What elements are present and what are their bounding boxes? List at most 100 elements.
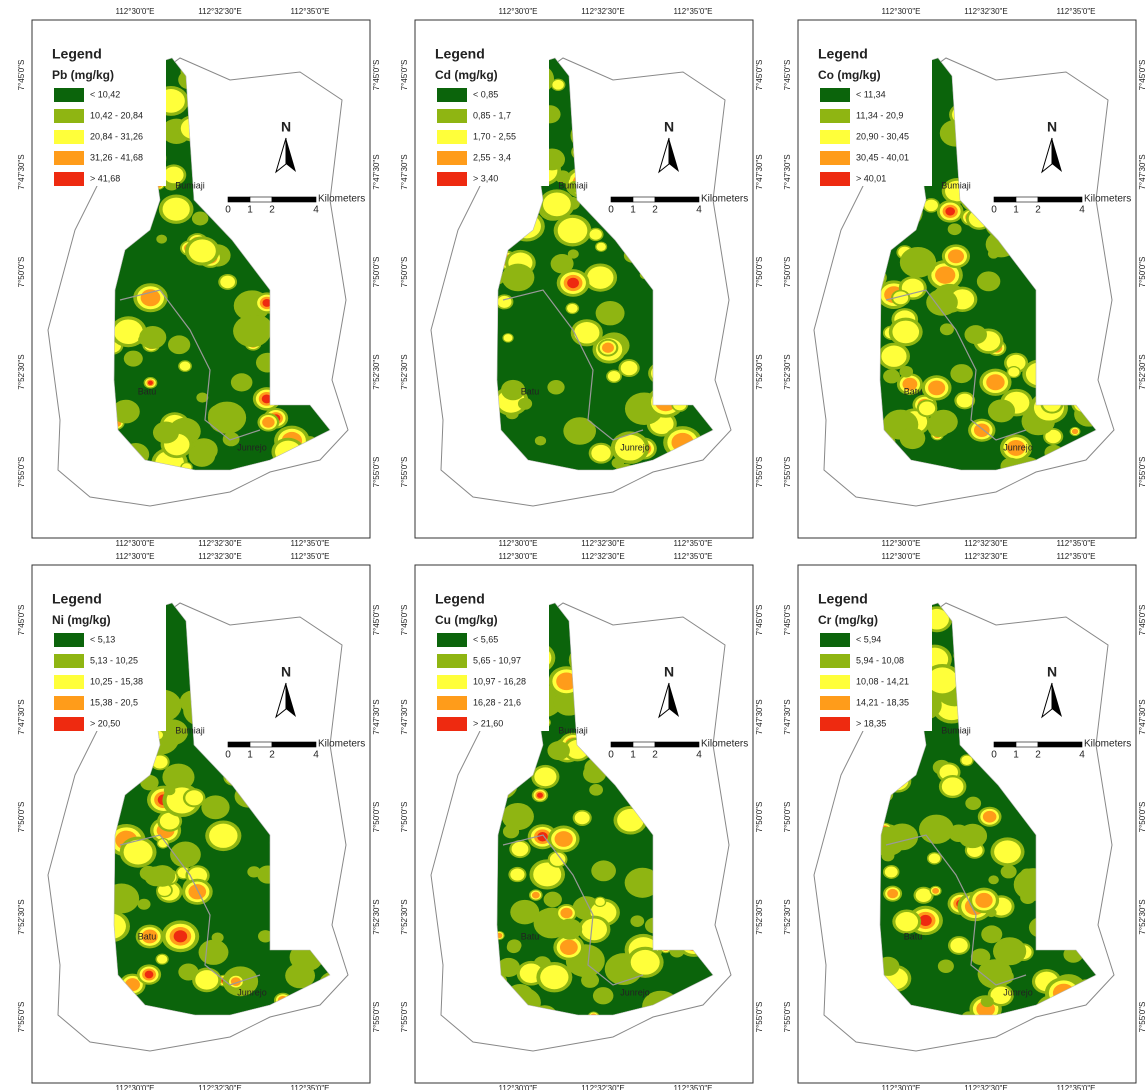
class-patch: [986, 374, 1004, 390]
longitude-label: 112°30'0"E: [115, 7, 154, 16]
class-patch: [589, 784, 603, 796]
place-label: Bumiaji: [175, 725, 205, 735]
legend-swatch: [437, 633, 467, 647]
class-patch: [593, 987, 614, 1004]
latitude-label: 7°55'0"S: [400, 457, 409, 488]
latitude-label: 7°45'0"S: [783, 605, 792, 636]
scale-segment: [1016, 742, 1038, 747]
class-patch: [189, 239, 216, 262]
class-patch: [919, 401, 935, 415]
latitude-label: 7°45'0"S: [400, 60, 409, 91]
class-patch: [916, 888, 932, 902]
class-patch: [544, 892, 562, 908]
latitude-label: 7°45'0"S: [755, 605, 764, 636]
latitude-label: 7°47'30"S: [17, 699, 26, 734]
class-patch: [547, 741, 569, 760]
class-patch: [192, 212, 208, 226]
legend-title: Ni (mg/kg): [52, 613, 111, 627]
scale-label: 2: [1035, 750, 1041, 761]
class-patch: [974, 423, 990, 437]
legend-class: < 5,94: [856, 634, 881, 644]
legend-class: < 11,34: [856, 89, 886, 99]
class-patch: [591, 860, 616, 881]
scale-label: 1: [247, 205, 253, 216]
place-label: Bumiaji: [558, 180, 588, 190]
class-patch: [631, 950, 660, 975]
class-patch: [994, 840, 1021, 863]
legend-class: 10,97 - 16,28: [473, 676, 526, 686]
class-patch: [568, 249, 579, 258]
latitude-label: 7°47'30"S: [400, 154, 409, 189]
latitude-label: 7°52'30"S: [17, 354, 26, 389]
scale-label: 2: [652, 205, 658, 216]
legend-class: 10,25 - 15,38: [90, 676, 143, 686]
legend-swatch: [820, 172, 850, 186]
longitude-label: 112°30'0"E: [115, 539, 154, 548]
longitude-label: 112°35'0"E: [673, 1084, 712, 1090]
place-label: Batu: [904, 931, 923, 941]
map-figure: BumiajiBatuJunrejoLegendPb (mg/kg)< 10,4…: [0, 0, 1147, 1090]
place-label: Batu: [521, 386, 540, 396]
legend-swatch: [54, 675, 84, 689]
scale-label: 4: [313, 750, 319, 761]
latitude-label: 7°52'30"S: [372, 354, 381, 389]
class-patch: [139, 326, 166, 349]
scale-label: 2: [652, 750, 658, 761]
latitude-label: 7°47'30"S: [400, 699, 409, 734]
map-panel: BumiajiBatuJunrejoLegendCo (mg/kg)< 11,3…: [783, 7, 1147, 548]
legend-swatch: [54, 633, 84, 647]
scale-unit: Kilometers: [701, 194, 748, 205]
longitude-label: 112°35'0"E: [290, 1084, 329, 1090]
legend-swatch: [820, 717, 850, 731]
scale-segment: [250, 742, 272, 747]
scale-segment: [655, 197, 699, 202]
legend-swatch: [54, 109, 84, 123]
legend-heading: Legend: [435, 46, 485, 62]
latitude-label: 7°47'30"S: [1138, 154, 1147, 189]
class-patch: [621, 361, 638, 375]
scale-label: 0: [991, 750, 997, 761]
class-patch: [575, 811, 590, 824]
class-patch: [189, 444, 216, 467]
legend-class: 31,26 - 41,68: [90, 152, 143, 162]
legend-swatch: [820, 151, 850, 165]
latitude-label: 7°47'30"S: [372, 154, 381, 189]
legend-swatch: [437, 130, 467, 144]
scale-label: 4: [696, 205, 702, 216]
latitude-label: 7°45'0"S: [17, 60, 26, 91]
latitude-label: 7°50'0"S: [372, 802, 381, 833]
legend-heading: Legend: [435, 591, 485, 607]
north-label: N: [281, 119, 291, 135]
scale-label: 0: [225, 750, 231, 761]
class-patch: [895, 912, 918, 931]
scale-unit: Kilometers: [1084, 194, 1131, 205]
scale-segment: [250, 197, 272, 202]
longitude-label: 112°35'0"E: [1056, 1084, 1095, 1090]
class-patch: [587, 266, 613, 288]
longitude-label: 112°32'30"E: [198, 7, 241, 16]
legend-swatch: [54, 151, 84, 165]
latitude-label: 7°50'0"S: [17, 802, 26, 833]
class-patch: [507, 941, 521, 953]
class-patch: [1008, 367, 1019, 377]
class-patch: [1001, 865, 1017, 879]
legend-swatch: [820, 675, 850, 689]
scale-segment: [994, 742, 1016, 747]
class-patch: [543, 192, 571, 216]
class-patch: [595, 898, 605, 906]
latitude-label: 7°52'30"S: [1138, 899, 1147, 934]
class-patch: [510, 868, 524, 880]
class-patch: [900, 247, 936, 278]
longitude-label: 112°30'0"E: [498, 7, 537, 16]
longitude-label: 112°32'30"E: [581, 1084, 624, 1090]
longitude-label: 112°35'0"E: [290, 539, 329, 548]
class-patch: [220, 276, 235, 289]
longitude-label: 112°32'30"E: [581, 539, 624, 548]
scale-label: 4: [313, 205, 319, 216]
class-patch: [630, 915, 644, 927]
class-patch: [552, 80, 563, 90]
latitude-label: 7°50'0"S: [400, 802, 409, 833]
longitude-label: 112°30'0"E: [881, 539, 920, 548]
